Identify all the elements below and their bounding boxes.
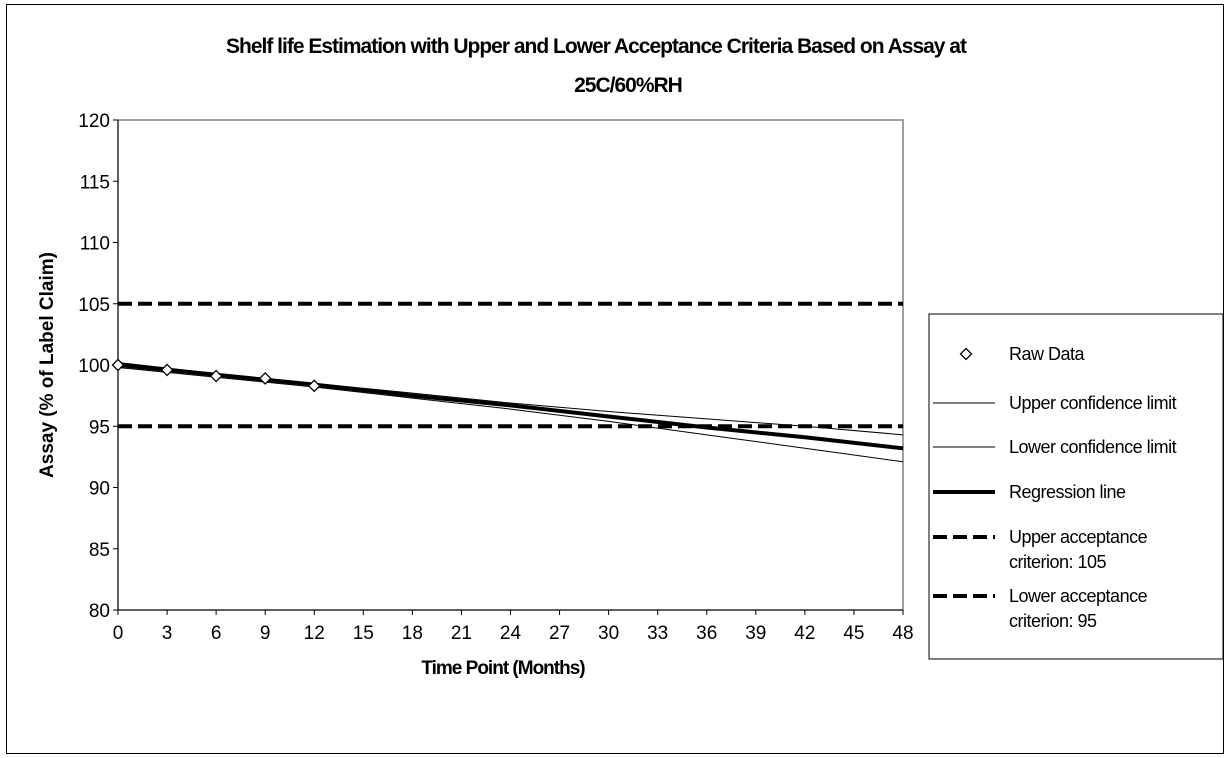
- x-axis: 0 3 6 9 12 15 18 21 24 27 30 33 36 39 42 45 48: [113, 609, 914, 644]
- x-tick-label: 0: [113, 623, 124, 644]
- y-axis: 80 85 90 95 100 105 110 115 120: [78, 111, 119, 622]
- y-tick-label: 100: [78, 356, 110, 377]
- x-tick-label: 15: [353, 623, 374, 644]
- y-tick-label: 120: [78, 111, 110, 132]
- legend-lac-label-2: criterion: 95: [1009, 611, 1097, 631]
- raw-data-point: [111, 358, 125, 372]
- y-tick-label: 105: [78, 295, 110, 316]
- raw-data-point: [258, 372, 272, 385]
- upper-confidence-limit-series: [117, 362, 904, 436]
- legend-uac-label-2: criterion: 105: [1009, 552, 1107, 572]
- legend-box: [928, 313, 1224, 660]
- x-tick-label: 33: [647, 623, 668, 644]
- legend-reg-label: Regression line: [1009, 482, 1126, 502]
- lower-confidence-limit-series: [117, 366, 904, 463]
- legend-raw-marker: [959, 347, 973, 361]
- legend-uac-label-1: Upper acceptance: [1009, 527, 1148, 547]
- x-tick-label: 3: [162, 623, 173, 644]
- y-tick-label: 80: [89, 601, 110, 622]
- raw-data-point: [209, 369, 223, 383]
- x-tick-label: 45: [843, 623, 864, 644]
- legend: Raw Data Upper confidence limit Lower co…: [928, 313, 1224, 660]
- chart-title-line2: 25C/60%RH: [574, 74, 682, 97]
- y-tick-label: 90: [89, 479, 110, 500]
- x-tick-label: 18: [402, 623, 423, 644]
- y-tick-label: 95: [89, 417, 110, 438]
- x-axis-title: Time Point (Months): [421, 658, 585, 679]
- x-tick-label: 48: [892, 623, 913, 644]
- x-tick-label: 27: [549, 623, 570, 644]
- x-tick-label: 24: [500, 623, 522, 644]
- plot-area: [117, 119, 904, 611]
- raw-data-point: [307, 379, 321, 393]
- x-tick-label: 12: [304, 623, 325, 644]
- y-tick-label: 115: [80, 172, 110, 193]
- raw-data-point: [160, 363, 174, 377]
- x-tick-label: 39: [745, 623, 766, 644]
- x-tick-label: 42: [794, 623, 815, 644]
- x-tick-label: 21: [451, 623, 472, 644]
- x-tick-label: 30: [598, 623, 619, 644]
- x-tick-label: 9: [260, 623, 271, 644]
- y-axis-title: Assay (% of Label Claim): [37, 252, 58, 478]
- legend-lcl-label: Lower confidence limit: [1009, 437, 1177, 457]
- x-tick-label: 6: [211, 623, 222, 644]
- legend-lac-label-1: Lower acceptance: [1009, 586, 1148, 606]
- y-tick-label: 110: [80, 234, 110, 255]
- x-tick-label: 36: [696, 623, 717, 644]
- series-layer: [111, 301, 904, 463]
- legend-ucl-label: Upper confidence limit: [1009, 393, 1177, 413]
- y-tick-label: 85: [89, 540, 110, 561]
- legend-raw-label: Raw Data: [1009, 344, 1086, 364]
- chart-title-line1: Shelf life Estimation with Upper and Low…: [226, 35, 967, 58]
- regression-line-series: [117, 363, 904, 451]
